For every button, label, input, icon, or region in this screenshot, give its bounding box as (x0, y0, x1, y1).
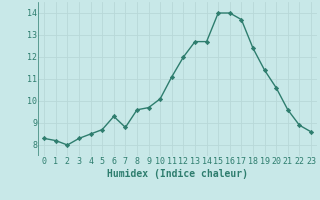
X-axis label: Humidex (Indice chaleur): Humidex (Indice chaleur) (107, 169, 248, 179)
